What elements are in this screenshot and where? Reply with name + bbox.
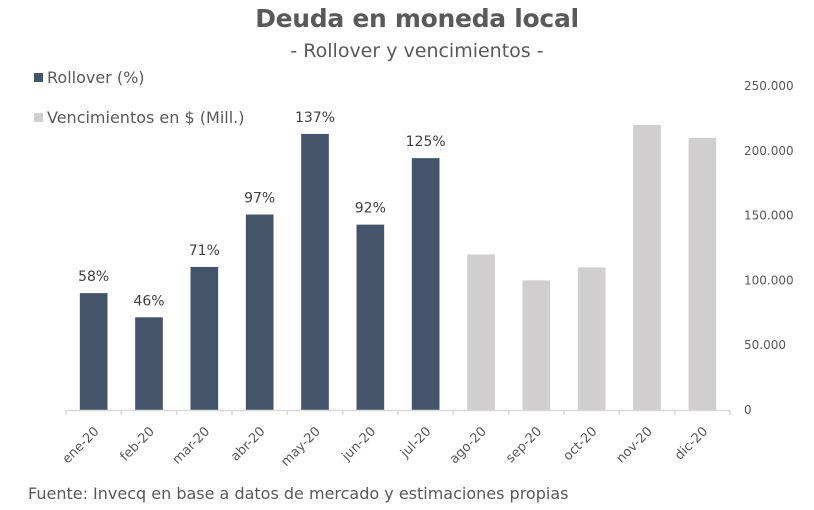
x-tick-label-jul-20: jul-20 (397, 424, 434, 461)
data-label-mar-20: 71% (189, 243, 220, 259)
x-tick-label-feb-20: feb-20 (117, 424, 157, 464)
legend-label-rollover: Rollover (%) (47, 68, 145, 87)
x-tick-label-mar-20: mar-20 (170, 424, 213, 467)
bar-rollover-ene-20 (79, 293, 108, 410)
chart-title: Deuda en moneda local (255, 4, 579, 33)
x-tick-label-abr-20: abr-20 (228, 424, 268, 464)
x-tick-label-ago-20: ago-20 (447, 424, 490, 467)
bar-vencimientos-nov-20 (633, 124, 661, 410)
bar-rollover-may-20 (301, 133, 329, 410)
x-tick-label-nov-20: nov-20 (614, 424, 656, 466)
bar-vencimientos-sep-20 (522, 280, 551, 410)
source-note: Fuente: Invecq en base a datos de mercad… (28, 484, 569, 503)
data-label-jun-20: 92% (355, 201, 386, 217)
legend-swatch-rollover (34, 73, 43, 82)
bar-rollover-feb-20 (135, 317, 163, 410)
bar-rollover-abr-20 (245, 214, 274, 410)
bar-vencimientos-ago-20 (467, 254, 495, 410)
legend-label-vencimientos: Vencimientos en $ (Mill.) (47, 108, 245, 127)
data-label-may-20: 137% (295, 110, 335, 126)
legend-item-rollover: Rollover (%) (34, 68, 145, 87)
data-label-ene-20: 58% (78, 269, 109, 285)
legend-item-vencimientos: Vencimientos en $ (Mill.) (34, 108, 244, 127)
x-tick-label-jun-20: jun-20 (339, 424, 380, 465)
y-right-tick-label: 150.000 (744, 209, 794, 223)
y-right-tick-label: 100.000 (744, 273, 794, 287)
bar-rollover-mar-20 (190, 266, 219, 410)
x-tick-label-sep-20: sep-20 (503, 424, 545, 466)
data-label-abr-20: 97% (244, 191, 275, 207)
x-tick-label-oct-20: oct-20 (561, 424, 601, 464)
chart-subtitle: - Rollover y vencimientos - (290, 40, 544, 62)
x-tick-label-dic-20: dic-20 (672, 424, 711, 463)
data-label-feb-20: 46% (133, 293, 164, 309)
y-right-tick-label: 250.000 (744, 79, 794, 93)
data-label-jul-20: 125% (406, 134, 446, 150)
x-tick-label-ene-20: ene-20 (60, 424, 103, 467)
legend-swatch-vencimientos (34, 113, 43, 122)
bar-vencimientos-oct-20 (577, 267, 606, 410)
y-right-tick-label: 50.000 (744, 338, 786, 352)
bar-rollover-jun-20 (356, 224, 385, 410)
x-tick-label-may-20: may-20 (278, 424, 323, 469)
y-right-tick-label: 0 (744, 403, 752, 417)
y-right-tick-label: 200.000 (744, 144, 794, 158)
bar-vencimientos-dic-20 (688, 137, 717, 410)
bar-rollover-jul-20 (411, 158, 440, 410)
